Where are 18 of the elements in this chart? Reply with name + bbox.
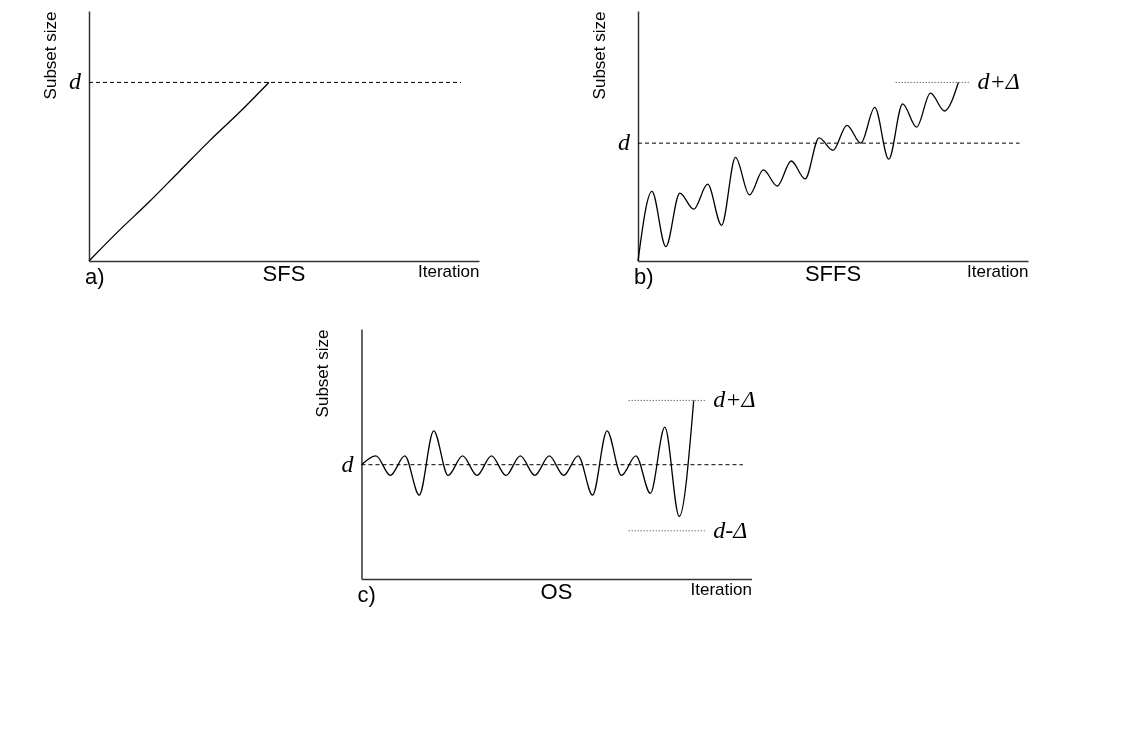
y-axis-title: Subset size bbox=[589, 11, 609, 100]
ref-line-label: d bbox=[341, 450, 355, 477]
text: c) bbox=[357, 582, 376, 607]
ref-line-label: d bbox=[618, 129, 631, 156]
text: b) bbox=[634, 264, 654, 289]
x-axis-title: Iteration bbox=[967, 261, 1029, 281]
text: SFS bbox=[262, 261, 306, 286]
y-axis-title: Subset size bbox=[40, 11, 60, 100]
x-axis-title: Iteration bbox=[418, 261, 480, 281]
text: OS bbox=[540, 579, 573, 604]
ref-line-label: d-Δ bbox=[713, 516, 748, 543]
ref-line-label: d+Δ bbox=[977, 68, 1020, 95]
ref-line-label: d bbox=[69, 68, 82, 95]
text: SFFS bbox=[804, 261, 862, 286]
y-axis-title: Subset size bbox=[312, 329, 332, 418]
ref-line-label: d+Δ bbox=[713, 386, 756, 413]
x-axis-title: Iteration bbox=[690, 579, 752, 599]
text: a) bbox=[85, 264, 105, 289]
